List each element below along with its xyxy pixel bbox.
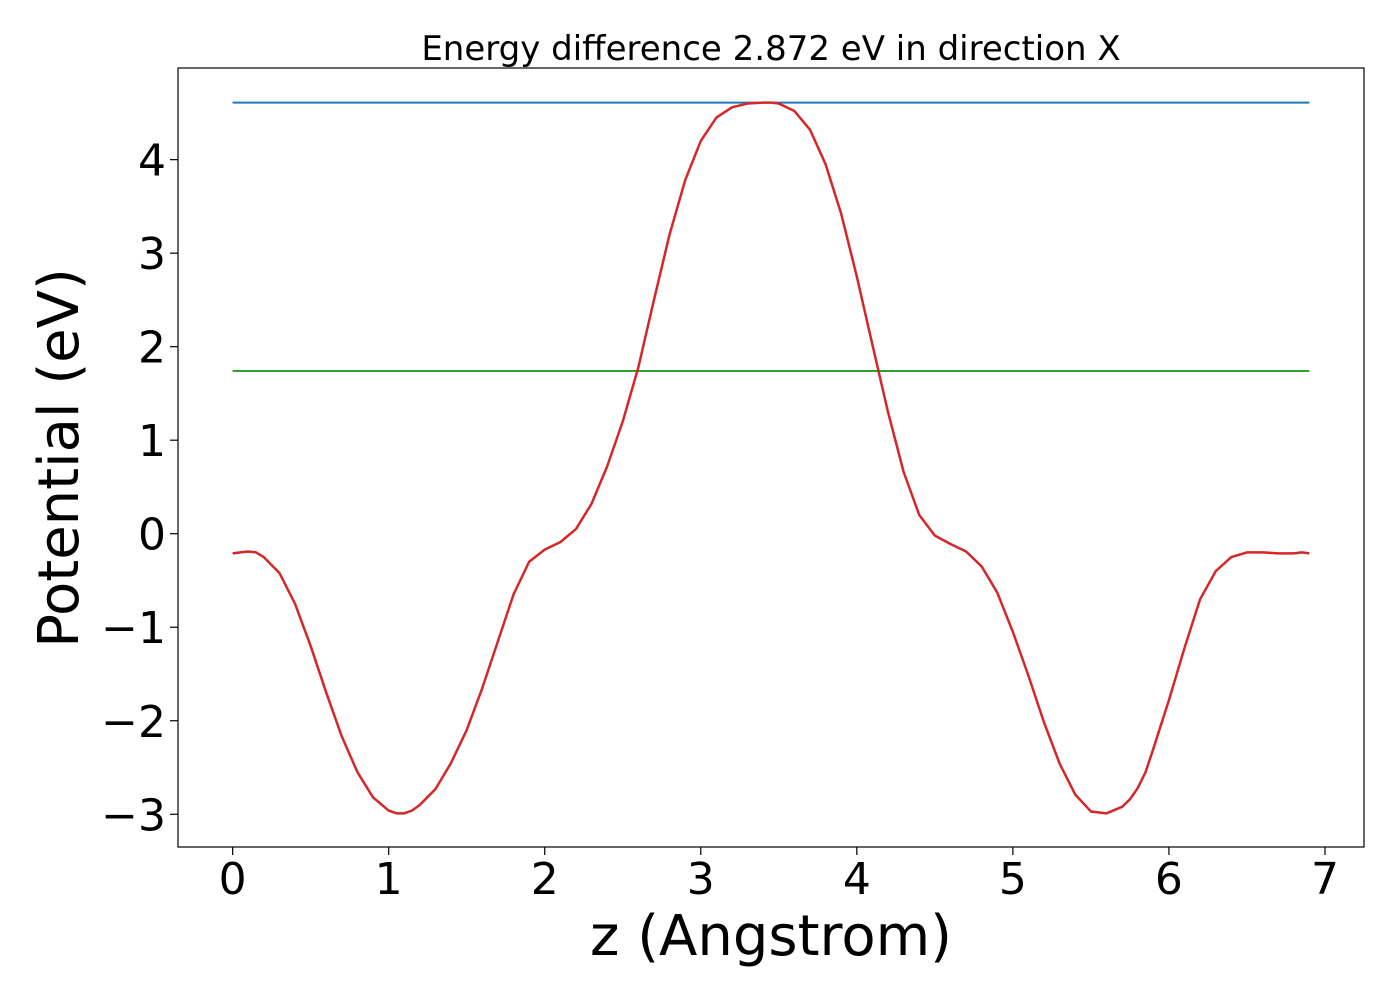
x-tick-label: 4	[843, 854, 871, 905]
x-tick-label: 0	[219, 854, 247, 905]
y-axis: −3 −2 −1 0 1 2 3 4	[101, 136, 178, 841]
x-tick-label: 2	[531, 854, 559, 905]
y-tick-label: 0	[138, 510, 166, 561]
chart-title: Energy difference 2.872 eV in direction …	[421, 29, 1120, 69]
x-tick-label: 7	[1311, 854, 1339, 905]
series-line-2	[232, 101, 1310, 815]
y-tick-label: −1	[101, 603, 166, 654]
x-tick-label: 6	[1155, 854, 1183, 905]
x-tick-label: 1	[375, 854, 403, 905]
plot-area	[232, 101, 1310, 815]
y-tick-label: 2	[138, 323, 166, 374]
y-tick-label: −2	[101, 697, 166, 748]
y-tick-label: 4	[138, 136, 166, 187]
x-tick-label: 3	[687, 854, 715, 905]
x-axis: 0 1 2 3 4 5 6 7	[219, 847, 1339, 905]
y-tick-label: 3	[138, 229, 166, 280]
x-axis-label: z (Angstrom)	[590, 904, 952, 969]
x-tick-label: 5	[999, 854, 1027, 905]
y-tick-label: −3	[101, 790, 166, 841]
y-tick-label: 1	[138, 416, 166, 467]
plot-frame	[177, 67, 1365, 848]
y-axis-label: Potential (eV)	[27, 268, 92, 648]
